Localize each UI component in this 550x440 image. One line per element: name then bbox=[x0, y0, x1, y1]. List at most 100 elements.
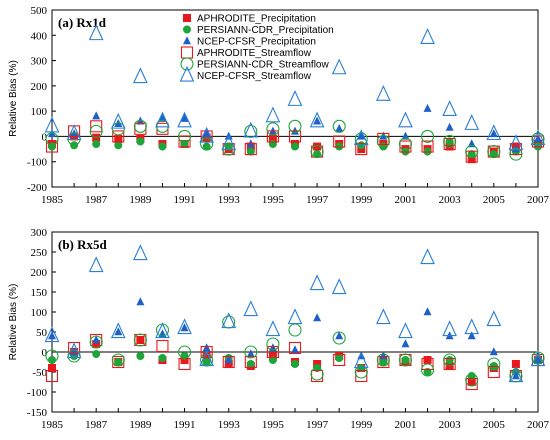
data-point bbox=[291, 345, 299, 354]
y-tick-label: 100 bbox=[31, 106, 48, 118]
data-point bbox=[357, 131, 366, 140]
data-point bbox=[199, 350, 214, 367]
data-point bbox=[265, 320, 281, 337]
data-point bbox=[332, 331, 346, 345]
data-point bbox=[443, 353, 457, 367]
data-point bbox=[202, 343, 211, 352]
data-point bbox=[288, 130, 302, 143]
y-axis-title: Relative Bias (%) bbox=[8, 284, 19, 361]
x-tick-label: 2003 bbox=[439, 194, 462, 206]
data-point bbox=[376, 134, 390, 149]
data-point bbox=[199, 126, 214, 143]
data-point bbox=[48, 364, 56, 372]
data-point bbox=[467, 331, 476, 340]
data-point bbox=[333, 135, 346, 148]
data-point bbox=[90, 120, 103, 133]
x-tick-label: 1987 bbox=[85, 194, 108, 206]
data-point bbox=[92, 340, 101, 348]
data-point bbox=[530, 129, 546, 146]
data-point bbox=[158, 354, 167, 362]
data-point bbox=[202, 129, 211, 138]
data-point bbox=[244, 345, 258, 359]
data-point bbox=[398, 137, 413, 151]
data-point bbox=[136, 336, 145, 344]
data-point bbox=[200, 137, 214, 151]
data-point bbox=[180, 323, 189, 332]
y-tick-label: -150 bbox=[27, 407, 48, 419]
data-point bbox=[246, 360, 255, 368]
data-point bbox=[266, 345, 279, 359]
x-tick-label: 2007 bbox=[527, 419, 550, 431]
x-tick-label: 1991 bbox=[174, 419, 196, 431]
data-point bbox=[421, 357, 434, 371]
data-point bbox=[133, 244, 148, 261]
data-point bbox=[376, 308, 391, 325]
x-tick-label: 1995 bbox=[262, 419, 285, 431]
data-point bbox=[287, 308, 303, 325]
y-axis-title: Relative Bias (%) bbox=[8, 60, 19, 137]
x-tick-label: 1997 bbox=[306, 194, 329, 206]
data-point bbox=[376, 353, 390, 367]
data-point bbox=[92, 111, 101, 120]
data-point bbox=[156, 339, 169, 353]
data-point bbox=[244, 355, 257, 369]
data-point bbox=[489, 150, 498, 159]
data-point bbox=[335, 354, 344, 362]
legend-label: APHRODITE_Precipitation bbox=[197, 14, 316, 25]
data-point bbox=[266, 130, 279, 143]
data-point bbox=[44, 326, 60, 343]
data-point bbox=[48, 356, 56, 364]
data-point bbox=[376, 85, 391, 101]
legend-label: APHRODITE_Streamflow bbox=[197, 48, 312, 59]
legend: APHRODITE_PrecipitationPERSIANN-CDR_Prec… bbox=[179, 14, 334, 82]
data-point bbox=[221, 134, 237, 151]
data-point bbox=[313, 313, 322, 322]
x-tick-label: 1999 bbox=[350, 419, 373, 431]
legend-marker bbox=[183, 36, 191, 45]
x-tick-label: 1991 bbox=[174, 194, 196, 206]
panel-rx1d: -200 -100 0 100 200 300 400 500 1985 1987 1989 1991… bbox=[8, 5, 550, 206]
data-point bbox=[445, 122, 454, 131]
data-point bbox=[421, 140, 434, 153]
data-point bbox=[309, 274, 325, 291]
data-point bbox=[353, 352, 369, 369]
data-point bbox=[246, 349, 255, 358]
data-point bbox=[487, 145, 501, 159]
panel-rx5d: -150 -100 -50 0 50 100 150 200 250 300 1985 1987 198… bbox=[8, 227, 550, 431]
data-point bbox=[221, 312, 237, 329]
data-point bbox=[423, 356, 432, 364]
data-point bbox=[224, 142, 233, 151]
x-tick-label: 1985 bbox=[41, 194, 64, 206]
data-point bbox=[111, 122, 125, 136]
legend-item: PERSIANN-CDR_Streamflow bbox=[180, 57, 329, 71]
data-point bbox=[309, 111, 325, 128]
data-point bbox=[511, 360, 520, 368]
data-point bbox=[88, 24, 104, 41]
x-tick-label: 2007 bbox=[527, 194, 550, 206]
data-point bbox=[45, 140, 59, 153]
x-tick-label: 1997 bbox=[306, 419, 329, 431]
data-point bbox=[89, 335, 103, 349]
x-tick-label: 1989 bbox=[129, 194, 152, 206]
data-point bbox=[266, 122, 280, 136]
x-tick-label: 1999 bbox=[350, 194, 373, 206]
data-point bbox=[509, 147, 523, 161]
x-tick-label: 2005 bbox=[483, 419, 506, 431]
legend-marker bbox=[183, 25, 191, 34]
y-tick-label: 200 bbox=[31, 81, 48, 93]
x-tick-label: 1993 bbox=[218, 194, 241, 206]
data-point bbox=[287, 90, 303, 106]
data-point bbox=[291, 142, 299, 151]
data-point bbox=[379, 358, 388, 366]
data-point bbox=[288, 341, 302, 355]
data-point bbox=[288, 323, 302, 337]
data-point bbox=[486, 310, 502, 327]
data-point bbox=[177, 318, 192, 335]
legend-label: PERSIANN-CDR_Streamflow bbox=[197, 60, 329, 71]
data-point bbox=[114, 134, 123, 143]
data-point bbox=[244, 143, 257, 156]
data-point bbox=[177, 111, 192, 128]
data-point bbox=[464, 318, 480, 335]
data-point bbox=[398, 111, 413, 128]
y-tick-label: 400 bbox=[31, 30, 48, 42]
